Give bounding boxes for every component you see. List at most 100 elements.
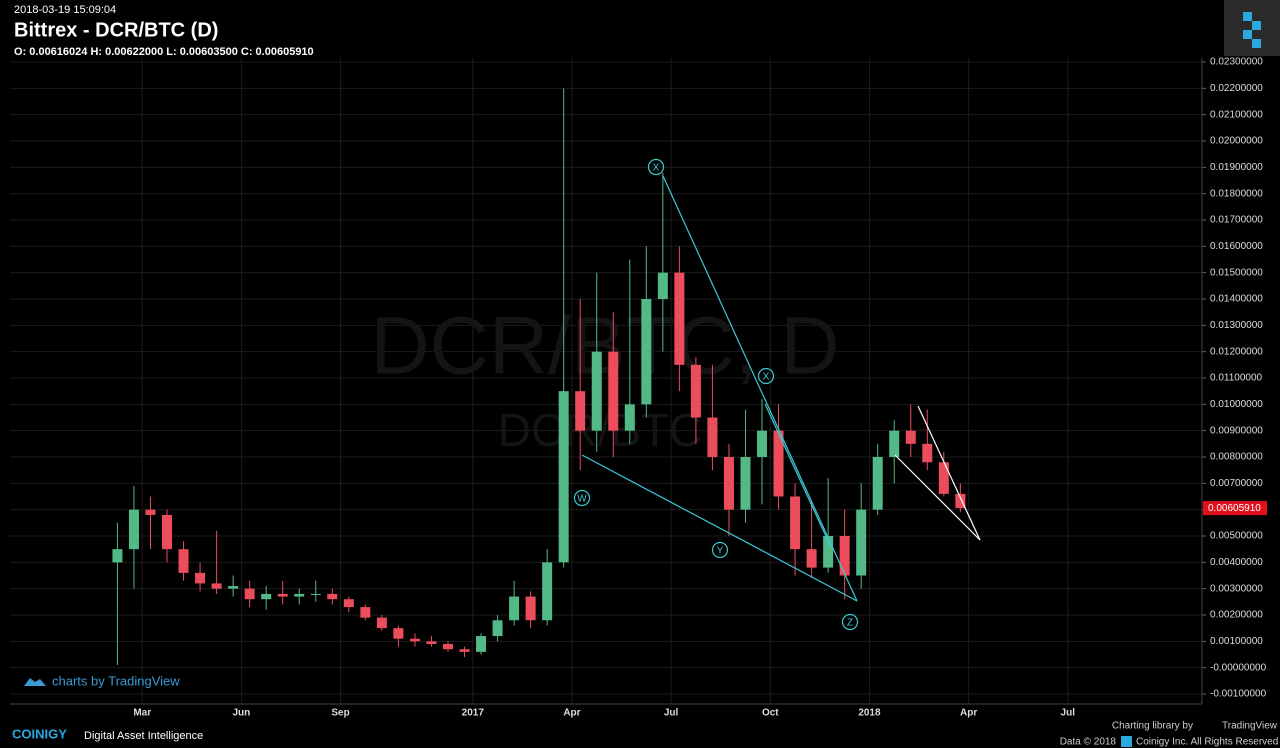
y-tick-label: 0.01700000: [1210, 215, 1263, 226]
y-tick-label: 0.01800000: [1210, 188, 1263, 199]
x-tick-label: Apr: [960, 708, 977, 719]
x-tick-label: Mar: [133, 708, 151, 719]
y-tick-label: 0.01100000: [1210, 373, 1263, 384]
trend-line: [581, 454, 858, 602]
candle-body: [905, 430, 916, 444]
wave-label: Z: [847, 618, 853, 629]
candle-body: [723, 457, 734, 510]
wave-circle: [841, 613, 859, 631]
y-tick-label: 0.00100000: [1210, 636, 1263, 647]
coinigy-icon: [1121, 736, 1132, 747]
candle-body: [360, 607, 371, 618]
candle-body: [459, 649, 470, 652]
grid: [10, 58, 1206, 704]
candle-body: [211, 583, 222, 589]
x-tick-label: Oct: [762, 708, 779, 719]
candle-body: [409, 638, 420, 642]
candle-body: [426, 641, 437, 644]
y-tick-label: 0.00300000: [1210, 583, 1263, 594]
wave-label: W: [577, 494, 587, 505]
candle-body: [492, 620, 503, 637]
candle-body: [343, 599, 354, 608]
ohlc: O: 0.00616024 H: 0.00622000 L: 0.0060350…: [14, 46, 314, 58]
candle-body: [740, 457, 751, 510]
x-tick-label: Jun: [232, 708, 250, 719]
y-tick-label: 0.02000000: [1210, 136, 1263, 147]
wedge-line: [894, 454, 981, 541]
y-tick-label: 0.00200000: [1210, 610, 1263, 621]
candle-body: [806, 549, 817, 568]
wave-label: X: [763, 372, 770, 383]
candle-body: [393, 628, 404, 639]
x-tick-label: Jul: [1061, 708, 1076, 719]
candle-body: [889, 430, 900, 457]
candle-body: [922, 443, 933, 463]
wedge-line: [917, 405, 981, 541]
candle-body: [195, 572, 206, 584]
candle-body: [525, 596, 536, 621]
last-price-tag: [1203, 501, 1267, 516]
y-tick-label: 0.01000000: [1210, 399, 1263, 410]
candle-body: [112, 549, 123, 563]
candle-body: [839, 536, 850, 576]
candle-body: [938, 462, 949, 494]
candle-body: [790, 496, 801, 550]
candle-body: [773, 430, 784, 497]
y-tick-label: 0.00800000: [1210, 452, 1263, 463]
candle-body: [244, 588, 255, 600]
tagline: Digital Asset Intelligence: [84, 730, 203, 742]
wave-circle: [647, 158, 665, 176]
trend-line: [764, 403, 831, 546]
library-name[interactable]: TradingView: [1222, 721, 1278, 732]
candle-body: [442, 643, 453, 650]
candle-body: [707, 417, 718, 457]
candle-body: [162, 514, 173, 550]
candle-body: [261, 593, 272, 600]
candle-body: [674, 272, 685, 365]
y-tick-label: 0.02100000: [1210, 109, 1263, 120]
candle-body: [624, 404, 635, 431]
candle-body: [757, 430, 768, 457]
candle-body: [856, 509, 867, 576]
tv-icon: [24, 678, 46, 686]
wave-label: Y: [717, 546, 724, 557]
y-tick-label: 0.02200000: [1210, 83, 1263, 94]
candle-body: [310, 593, 321, 595]
coinigy-logo: COINIGY: [12, 726, 67, 741]
candle-body: [641, 299, 652, 405]
candle-body: [955, 493, 966, 509]
y-tick-label: 0.01600000: [1210, 241, 1263, 252]
y-tick-label: 0.00400000: [1210, 557, 1263, 568]
candle-body: [657, 272, 668, 299]
watermark: DCR/BTC, D: [370, 301, 839, 392]
wave-circle: [711, 541, 729, 559]
library-credit: Charting library by: [1112, 721, 1193, 732]
trend-line: [662, 175, 858, 602]
candle-body: [591, 351, 602, 431]
candles: [112, 88, 966, 666]
data-credit: Data © 2018: [1060, 737, 1117, 748]
candle-body: [690, 364, 701, 418]
wave-labels: X X W Y Z: [573, 158, 859, 631]
x-tick-label: 2017: [462, 708, 485, 719]
wave-label: X: [653, 163, 660, 174]
tv-credit[interactable]: charts by TradingView: [52, 673, 180, 688]
candle-body: [145, 509, 156, 515]
timestamp: 2018-03-19 15:09:04: [14, 4, 116, 16]
candle-body: [575, 391, 586, 431]
x-tick-label: Sep: [331, 708, 349, 719]
y-tick-label: -0.00100000: [1210, 689, 1267, 700]
last-price-label: 0.00605910: [1208, 503, 1261, 514]
candle-body: [542, 562, 553, 621]
candle-body: [277, 593, 288, 597]
y-tick-label: 0.01500000: [1210, 267, 1263, 278]
candle-body: [558, 391, 569, 563]
candle-body: [228, 586, 239, 589]
candle-body: [327, 593, 338, 600]
candle-body: [509, 596, 520, 621]
y-tick-label: 0.02300000: [1210, 57, 1263, 68]
logo: [1224, 0, 1280, 56]
y-tick-label: 0.01400000: [1210, 294, 1263, 305]
